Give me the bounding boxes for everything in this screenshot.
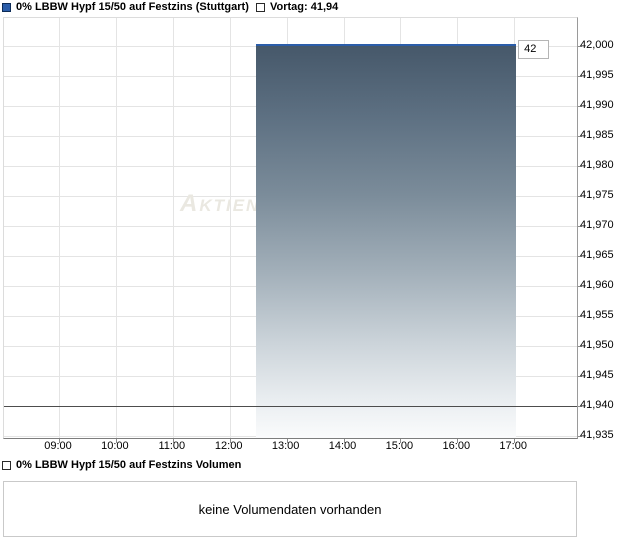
x-tick-mark <box>115 439 117 443</box>
y-tick-label: 41,985 <box>580 129 614 141</box>
y-tick-label: 41,995 <box>580 69 614 81</box>
y-tick-mark <box>578 346 582 347</box>
x-tick-mark <box>59 439 60 443</box>
y-tick-label: 41,965 <box>580 249 614 261</box>
x-tick-mark <box>286 439 288 443</box>
y-tick-label: 41,975 <box>580 189 614 201</box>
x-tick-mark <box>514 439 516 443</box>
y-tick-mark <box>578 376 582 377</box>
y-tick-label: 41,980 <box>580 159 614 171</box>
series-legend-marker-icon <box>2 2 11 12</box>
volume-legend: 0% LBBW Hypf 15/50 auf Festzins Volumen <box>2 459 241 471</box>
vortag-legend-label: Vortag: 41,94 <box>270 1 339 13</box>
series-legend-label: 0% LBBW Hypf 15/50 auf Festzins (Stuttga… <box>16 1 249 13</box>
v-gridline <box>229 18 231 438</box>
y-tick-mark <box>578 46 582 47</box>
y-tick-label: 41,950 <box>580 339 614 351</box>
v-gridline <box>172 18 174 438</box>
y-tick-mark <box>578 166 582 167</box>
y-tick-label: 41,940 <box>580 399 614 411</box>
y-tick-mark <box>578 316 582 317</box>
v-gridline <box>59 18 60 438</box>
vortag-legend: Vortag: 41,94 <box>256 1 338 13</box>
price-flag: 42 <box>518 40 550 59</box>
x-tick-label: 17:00 <box>499 440 527 452</box>
plot-area: Aktien 42 <box>3 17 582 443</box>
x-tick-mark <box>457 439 459 443</box>
volume-panel: keine Volumendaten vorhanden <box>3 481 577 537</box>
v-gridline <box>115 18 117 438</box>
x-tick-mark <box>400 439 402 443</box>
x-axis: 09:00 10:00 11:00 12:00 13:00 14:00 15:00 16:00… <box>3 438 576 454</box>
x-tick-label: 15:00 <box>385 440 414 452</box>
y-tick-label: 41,955 <box>580 309 614 321</box>
volume-message: keine Volumendaten vorhanden <box>198 501 382 517</box>
vortag-line <box>4 406 577 407</box>
x-tick-label: 10:00 <box>101 440 129 452</box>
y-tick-mark <box>578 76 582 77</box>
series-legend: 0% LBBW Hypf 15/50 auf Festzins (Stuttga… <box>2 1 249 13</box>
x-tick-label: 09:00 <box>44 440 72 452</box>
y-tick-label: 41,960 <box>580 279 614 291</box>
x-tick-label: 16:00 <box>442 440 471 452</box>
x-tick-label: 12:00 <box>214 440 243 452</box>
price-area-fill <box>256 44 517 438</box>
y-tick-mark <box>578 256 582 257</box>
y-tick-mark <box>578 286 582 287</box>
y-tick-mark <box>578 136 582 137</box>
x-tick-mark <box>172 439 174 443</box>
x-tick-mark <box>229 439 231 443</box>
y-tick-label: 41,990 <box>580 99 614 111</box>
y-tick-label: 41,935 <box>580 429 614 441</box>
x-tick-label: 14:00 <box>328 440 357 452</box>
volume-legend-label: 0% LBBW Hypf 15/50 auf Festzins Volumen <box>16 459 242 471</box>
x-tick-label: 11:00 <box>158 440 186 452</box>
y-tick-label: 41,945 <box>580 369 614 381</box>
y-tick-mark <box>578 226 582 227</box>
watermark: Aktien <box>180 190 261 217</box>
y-tick-mark <box>578 106 582 107</box>
x-tick-label: 13:00 <box>271 440 300 452</box>
y-tick-mark <box>578 436 582 437</box>
vortag-legend-marker-icon <box>256 2 265 12</box>
x-tick-mark <box>343 439 345 443</box>
volume-legend-marker-icon <box>2 460 11 470</box>
y-axis: 42,000 41,995 41,990 41,985 41,980 41,975 41,9… <box>580 17 620 441</box>
y-tick-mark <box>578 196 582 197</box>
y-tick-label: 41,970 <box>580 219 614 231</box>
y-tick-label: 42,000 <box>580 39 614 51</box>
y-tick-mark <box>578 406 582 407</box>
